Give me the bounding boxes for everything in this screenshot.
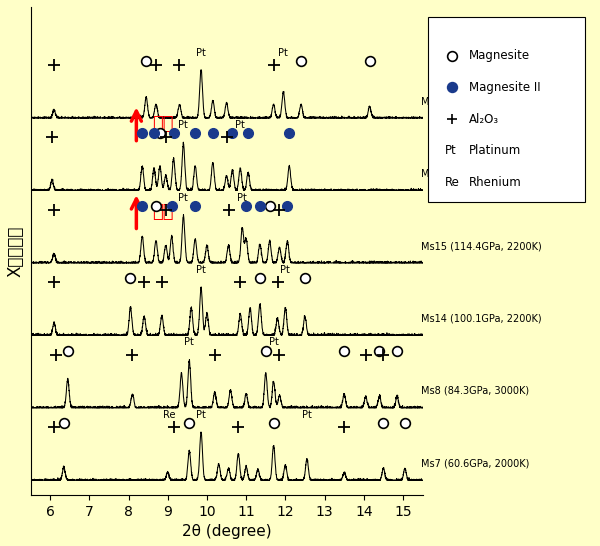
Text: Pt: Pt: [269, 337, 278, 347]
Text: Platinum: Platinum: [469, 144, 521, 157]
Text: Pt: Pt: [178, 193, 188, 203]
Text: Pt: Pt: [278, 48, 289, 58]
Text: Pt: Pt: [445, 144, 457, 157]
Text: 減圧: 減圧: [152, 115, 173, 133]
Text: Pt: Pt: [235, 120, 245, 130]
Text: Re: Re: [445, 176, 460, 189]
Text: Pt: Pt: [196, 48, 206, 58]
Text: Pt: Pt: [178, 120, 188, 130]
Text: Magnesite II: Magnesite II: [469, 81, 540, 94]
Text: Re: Re: [163, 410, 176, 420]
Text: Pt: Pt: [184, 337, 194, 347]
Text: Ms7 (60.6GPa, 2000K): Ms7 (60.6GPa, 2000K): [421, 459, 529, 468]
Text: Ms15 (119.1GPa, 300K): Ms15 (119.1GPa, 300K): [421, 169, 535, 179]
Text: Magnesite: Magnesite: [469, 49, 530, 62]
Text: Rhenium: Rhenium: [469, 176, 521, 189]
Y-axis label: X線の強度: X線の強度: [7, 225, 25, 276]
Text: Pt: Pt: [196, 410, 206, 420]
Text: Ms15 (93.4GPa, 300K): Ms15 (93.4GPa, 300K): [421, 96, 529, 106]
Text: Pt: Pt: [196, 265, 206, 275]
X-axis label: 2θ (degree): 2θ (degree): [182, 524, 271, 539]
Text: Pt: Pt: [280, 265, 290, 275]
Text: Ms8 (84.3GPa, 3000K): Ms8 (84.3GPa, 3000K): [421, 386, 529, 396]
Text: Ms14 (100.1GPa, 2200K): Ms14 (100.1GPa, 2200K): [421, 313, 541, 323]
Text: Al₂O₃: Al₂O₃: [469, 112, 499, 126]
Text: 急冷: 急冷: [152, 203, 173, 221]
FancyBboxPatch shape: [428, 17, 584, 202]
Text: Pt: Pt: [237, 193, 247, 203]
Text: Ms15 (114.4GPa, 2200K): Ms15 (114.4GPa, 2200K): [421, 241, 541, 251]
Text: Pt: Pt: [302, 410, 312, 420]
